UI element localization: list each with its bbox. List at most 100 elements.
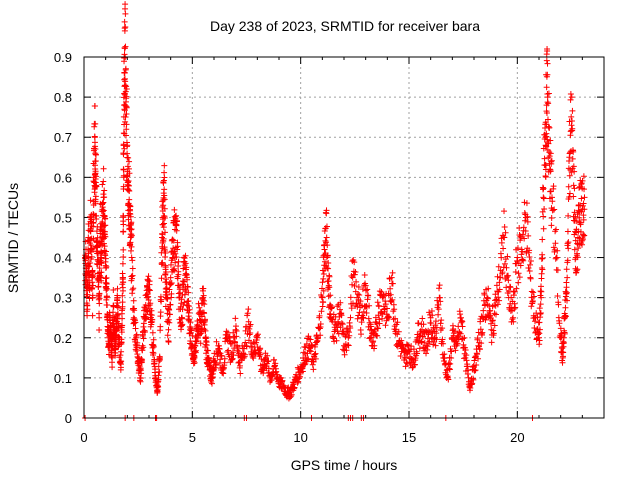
data-point (302, 360, 309, 367)
data-point (488, 339, 495, 346)
data-point (164, 295, 171, 302)
data-point (119, 322, 126, 329)
data-point (517, 262, 524, 269)
data-point (187, 319, 194, 326)
data-point (539, 255, 546, 262)
data-point (120, 151, 127, 158)
data-point (553, 254, 560, 261)
data-point (104, 301, 111, 308)
data-point (544, 91, 551, 98)
data-point (472, 367, 479, 374)
data-point (213, 361, 220, 368)
data-point (352, 268, 359, 275)
data-point (232, 315, 239, 322)
data-point (524, 213, 531, 220)
data-point (121, 69, 128, 76)
data-point (391, 306, 398, 313)
data-point (129, 257, 136, 264)
data-point (96, 290, 103, 297)
data-point (569, 107, 576, 114)
data-point (131, 307, 138, 314)
data-point (330, 335, 337, 342)
data-point (200, 292, 207, 299)
data-point (389, 296, 396, 303)
data-point (565, 245, 572, 252)
data-point (109, 364, 116, 371)
data-point (171, 265, 178, 272)
data-point (563, 284, 570, 291)
data-point (556, 320, 563, 327)
data-point (524, 218, 531, 225)
data-point (202, 316, 209, 323)
y-tick-label: 0.8 (54, 90, 72, 105)
data-point (98, 260, 105, 267)
data-point (120, 253, 127, 260)
data-point (89, 282, 96, 289)
data-point (146, 278, 153, 285)
data-point (145, 293, 152, 300)
data-point (568, 94, 575, 101)
data-point (505, 288, 512, 295)
data-point (161, 220, 168, 227)
data-point (338, 312, 345, 319)
data-point (88, 249, 95, 256)
data-point (495, 263, 502, 270)
data-point (127, 213, 134, 220)
data-point (311, 351, 318, 358)
data-point (201, 301, 208, 308)
data-point (571, 185, 578, 192)
data-point (478, 340, 485, 347)
data-point (462, 346, 469, 353)
data-point (305, 333, 312, 340)
data-point (233, 328, 240, 335)
data-point (437, 298, 444, 305)
data-point (446, 366, 453, 373)
data-point (574, 250, 581, 257)
data-point (90, 245, 97, 252)
data-point (387, 291, 394, 298)
data-point (423, 350, 430, 357)
data-point (454, 340, 461, 347)
data-point (163, 278, 170, 285)
data-point (548, 215, 555, 222)
data-point (500, 245, 507, 252)
data-point (563, 290, 570, 297)
data-point (561, 330, 568, 337)
data-point (166, 286, 173, 293)
data-point (469, 380, 476, 387)
data-point (232, 323, 239, 330)
data-point (355, 284, 362, 291)
data-point (167, 261, 174, 268)
data-point (457, 314, 464, 321)
data-point (520, 224, 527, 231)
chart-title: Day 238 of 2023, SRMTID for receiver bar… (210, 18, 480, 34)
data-point (557, 325, 564, 332)
data-point (91, 103, 98, 110)
data-point (374, 299, 381, 306)
plot-frame (83, 56, 605, 419)
data-point (88, 253, 95, 260)
data-point (125, 182, 132, 189)
data-point (130, 285, 137, 292)
data-point (575, 245, 582, 252)
data-point (408, 343, 415, 350)
data-point (580, 233, 587, 240)
data-point (314, 335, 321, 342)
data-point (344, 328, 351, 335)
data-point (548, 157, 555, 164)
data-point (175, 282, 182, 289)
data-point (436, 285, 443, 292)
data-point (434, 297, 441, 304)
data-point (120, 214, 127, 221)
data-point (86, 263, 93, 270)
data-point (141, 329, 148, 336)
data-point (124, 179, 131, 186)
data-point (549, 198, 556, 205)
data-point (387, 285, 394, 292)
data-point (309, 342, 316, 349)
data-point (155, 363, 162, 370)
data-point (104, 285, 111, 292)
data-point (527, 261, 534, 268)
data-point (550, 244, 557, 251)
data-point (351, 259, 358, 266)
